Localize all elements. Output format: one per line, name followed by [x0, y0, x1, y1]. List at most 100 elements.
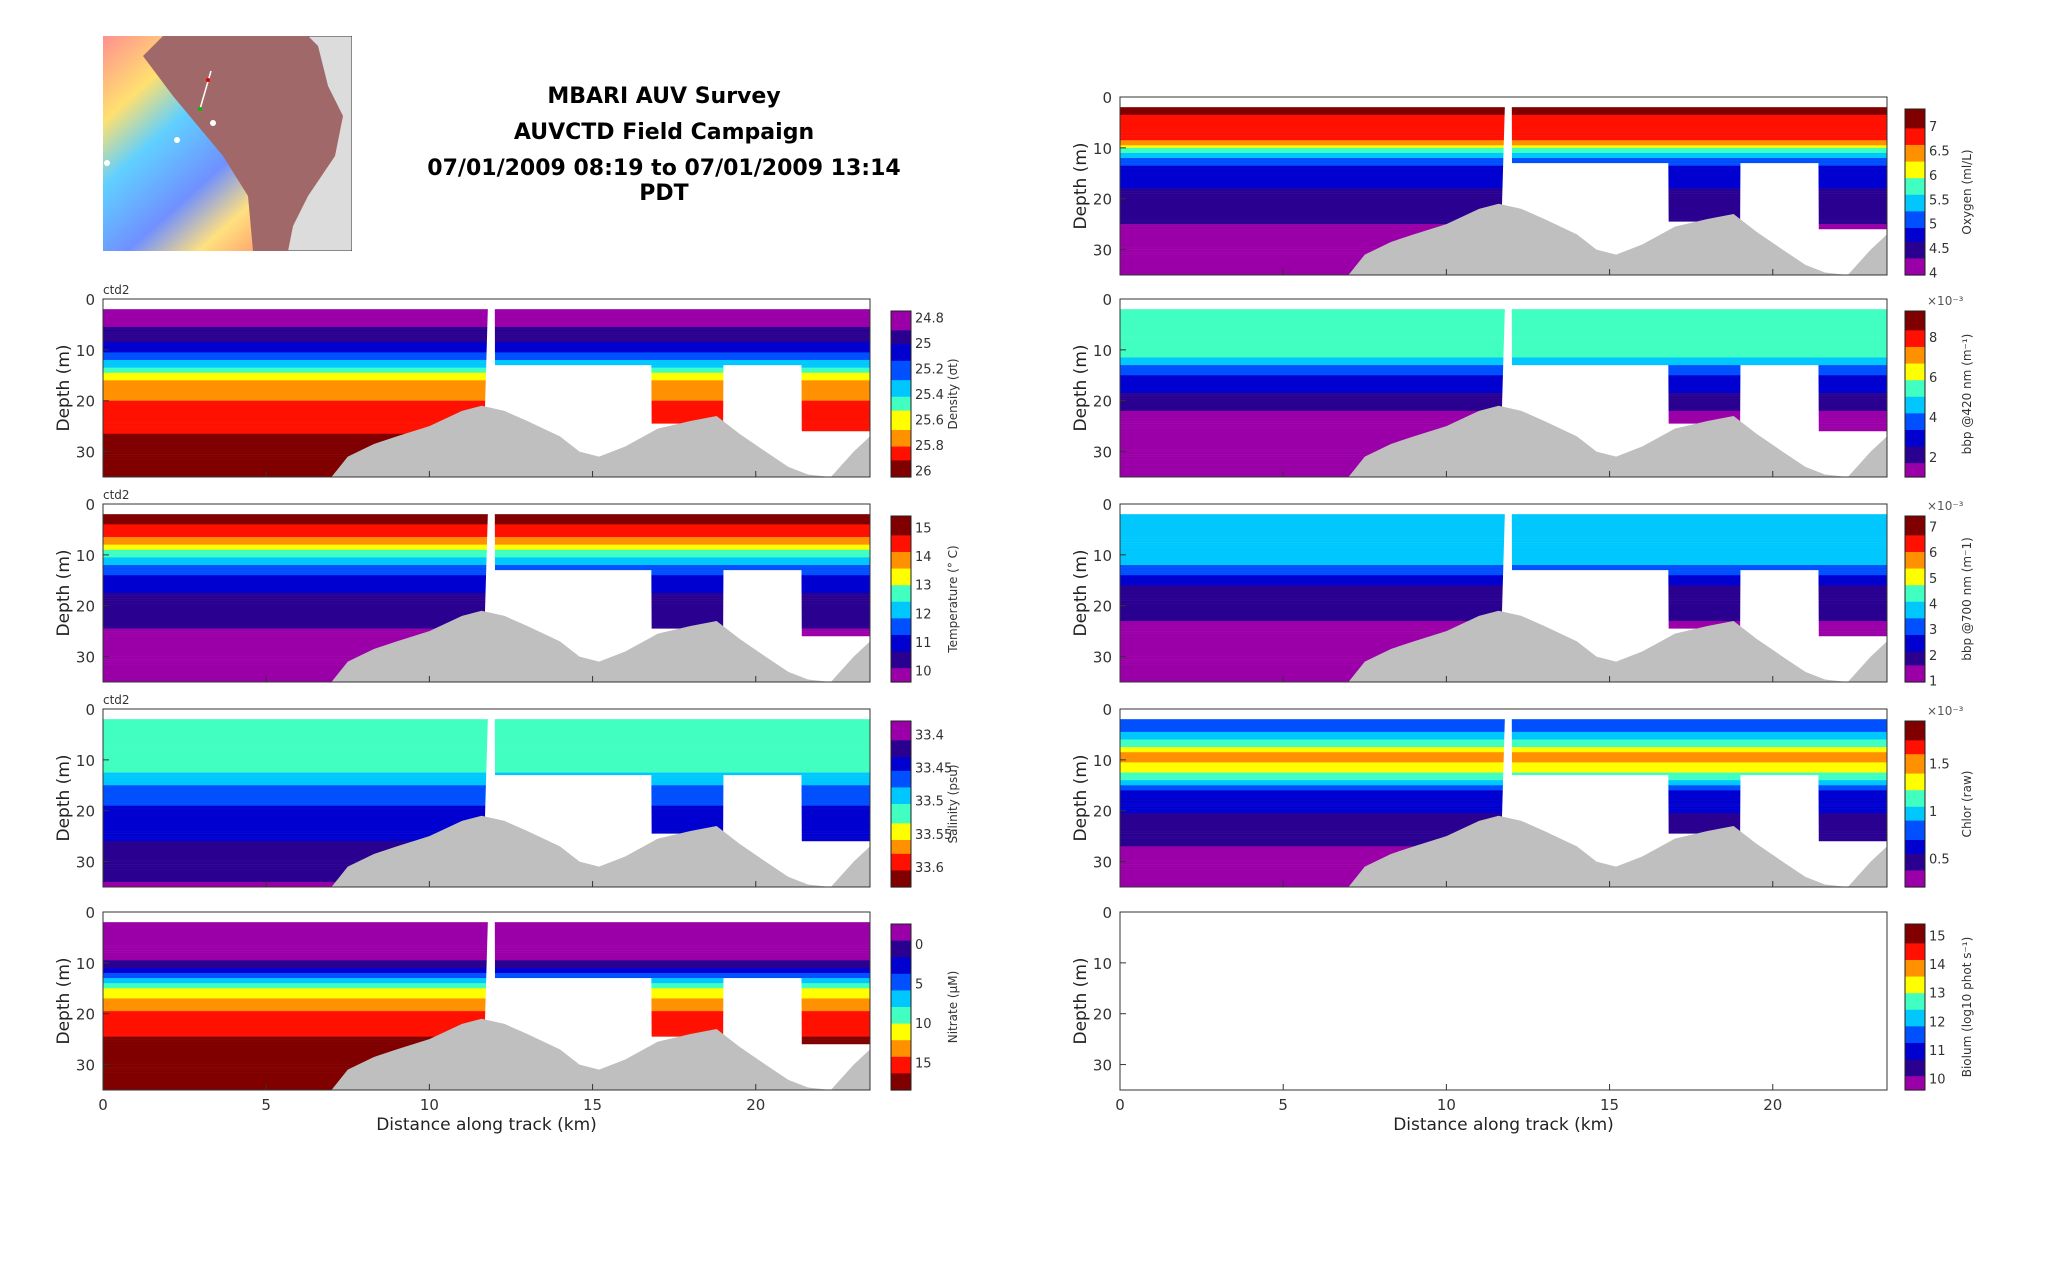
contour-band	[103, 955, 870, 959]
colorbar-segment	[891, 867, 911, 871]
colorbar-segment	[891, 599, 911, 603]
colorbar-segment	[891, 779, 911, 783]
colorbar-segment	[1905, 881, 1925, 885]
colorbar-segment	[1905, 524, 1925, 528]
colorbar-segment	[1905, 529, 1925, 534]
colorbar-segment	[1905, 180, 1925, 185]
colorbar-segment	[1905, 618, 1925, 622]
colorbar-segment	[891, 875, 911, 880]
colorbar-segment	[891, 1042, 911, 1047]
colorbar-segment	[1905, 427, 1925, 431]
seafloor	[1120, 405, 1887, 477]
contour-band	[1120, 311, 1887, 315]
colorbar-segment	[1905, 809, 1925, 813]
colorbar-segment	[891, 563, 911, 567]
colorbar-segment	[891, 418, 911, 423]
colorbar-segment	[891, 968, 911, 972]
colorbar-segment	[1905, 311, 1925, 315]
colorbar-segment	[1905, 587, 1925, 592]
colorbar-segment	[1905, 452, 1925, 456]
contour-band	[1120, 537, 1887, 540]
colorbar-segment	[891, 335, 911, 340]
colorbar-segment	[891, 823, 911, 827]
colorbar-segment	[1905, 358, 1925, 362]
contour-band	[103, 922, 870, 925]
colorbar-segment	[891, 543, 911, 548]
data-area	[103, 709, 870, 887]
nodata-gap	[1505, 504, 1512, 682]
contour-band	[1120, 142, 1887, 146]
colorbar-segment	[891, 751, 911, 755]
y-tick-label: 0	[1102, 904, 1112, 922]
colorbar-segment	[1905, 441, 1925, 445]
colorbar-frame	[890, 720, 912, 888]
colorbar-segment	[891, 352, 911, 356]
colorbar-segment	[1905, 443, 1925, 448]
colorbar-segment	[1905, 374, 1925, 378]
colorbar-segment	[1905, 734, 1925, 739]
colorbar-segment	[891, 1073, 911, 1077]
colorbar-segment	[891, 729, 911, 733]
contour-band	[1120, 119, 1887, 123]
colorbar-segment	[891, 976, 911, 980]
colorbar-segment	[891, 756, 911, 761]
colorbar-segment	[891, 748, 911, 753]
colorbar-segment	[1905, 178, 1925, 182]
colorbar-segment	[1905, 615, 1925, 619]
x-tick-label: 5	[261, 1096, 271, 1114]
colorbar-tick-label: 8	[1929, 331, 1937, 346]
colorbar-segment	[1905, 521, 1925, 525]
colorbar-segment	[1905, 990, 1925, 994]
colorbar-segment	[1905, 424, 1925, 428]
colorbar-segment	[891, 884, 911, 888]
colorbar-segment	[1905, 659, 1925, 664]
colorbar-segment	[891, 1007, 911, 1011]
y-tick-label: 30	[1093, 242, 1112, 260]
colorbar-segment	[1905, 582, 1925, 586]
colorbar-segment	[891, 1012, 911, 1016]
colorbar-segment	[1905, 269, 1925, 273]
colorbar-segment	[1905, 1034, 1925, 1039]
colorbar-segment	[1905, 352, 1925, 356]
contour-band	[103, 521, 870, 525]
y-tick-label: 20	[1093, 598, 1112, 616]
x-tick-label: 15	[583, 1096, 602, 1114]
colorbar-segment	[891, 443, 911, 448]
colorbar-segment	[1905, 538, 1925, 542]
axes-frame	[1119, 911, 1888, 1091]
y-tick-label: 20	[76, 803, 95, 821]
colorbar-tick-label: 0.5	[1929, 853, 1950, 868]
colorbar-segment	[1905, 634, 1925, 639]
y-tick-label: 0	[85, 291, 95, 309]
colorbar-tick-label: 33.6	[915, 861, 944, 876]
contour-band	[1120, 554, 1887, 558]
colorbar-tick-label: 6	[1929, 371, 1937, 386]
colorbar-segment	[1905, 391, 1925, 395]
colorbar-segment	[1905, 1081, 1925, 1086]
contour-band	[103, 311, 870, 315]
colorbar-segment	[1905, 998, 1925, 1003]
colorbar-density: 24.8 25 25.2 25.4 25.6 25.8 26 Density (σt)	[890, 310, 960, 480]
colorbar-segment	[1905, 862, 1925, 866]
colorbar-segment	[1905, 787, 1925, 791]
colorbar-segment	[891, 363, 911, 367]
contour-band	[103, 947, 870, 951]
colorbar-segment	[1905, 527, 1925, 531]
colorbar-segment	[891, 396, 911, 401]
colorbar-segment	[1905, 1042, 1925, 1047]
colorbar-segment	[1905, 929, 1925, 933]
colorbar-tick-label: 6	[1929, 546, 1937, 561]
contour-band	[1120, 547, 1887, 551]
colorbar-segment	[891, 632, 911, 636]
colorbar-segment	[1905, 870, 1925, 874]
colorbar-segment	[891, 828, 911, 833]
colorbar-segment	[1905, 568, 1925, 572]
colorbar-segment	[891, 410, 911, 414]
colorbar-segment	[1905, 676, 1925, 680]
colorbar-segment	[1905, 316, 1925, 320]
colorbar-segment	[1905, 984, 1925, 989]
colorbar-chlor: 1.5 1 0.5 Chlor (raw) ×10⁻³	[1904, 704, 1974, 888]
colorbar-segment	[1905, 1023, 1925, 1027]
colorbar-tick-label: 10	[915, 665, 932, 680]
